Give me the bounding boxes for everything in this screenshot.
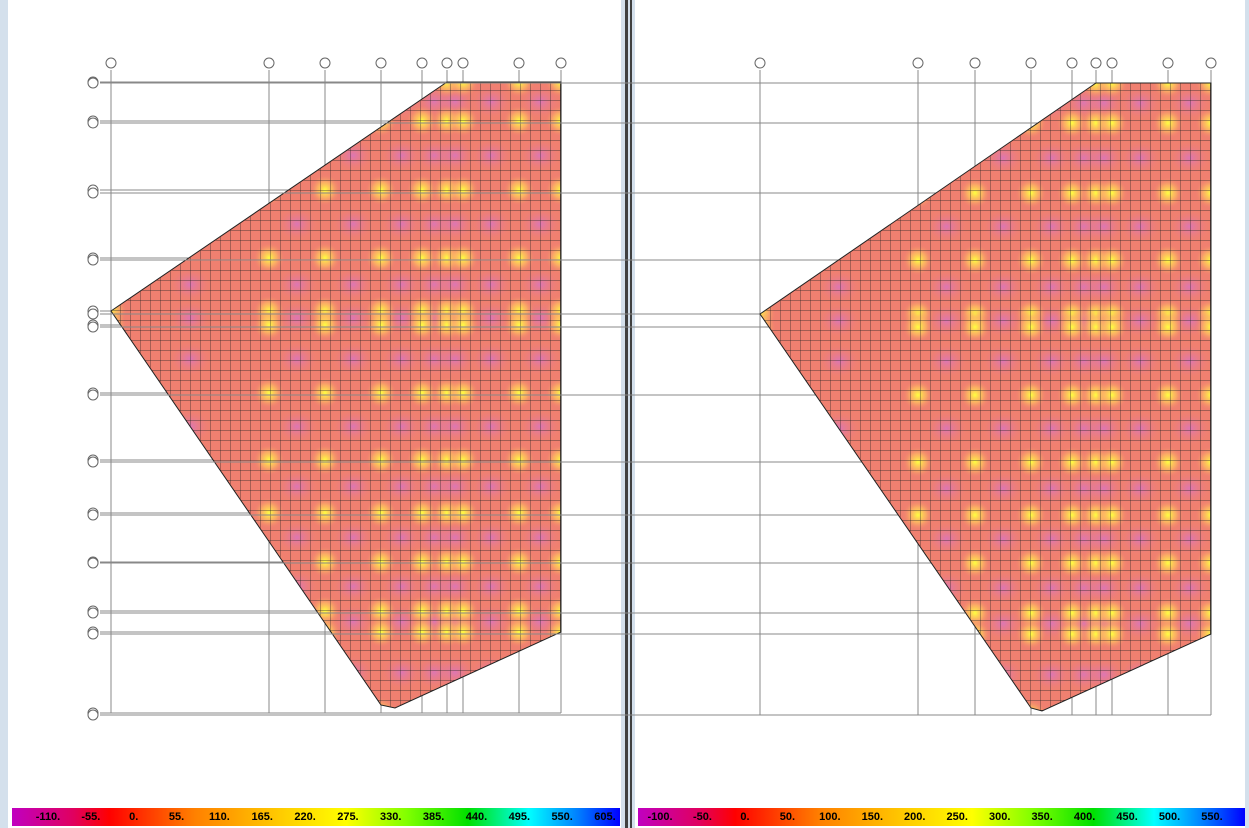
stress-low bbox=[817, 85, 861, 121]
legend-label: 275. bbox=[337, 811, 358, 823]
splitter-line bbox=[630, 0, 632, 828]
stress-low bbox=[275, 84, 319, 120]
grid-bubble bbox=[514, 58, 524, 68]
legend-label: -100. bbox=[647, 811, 672, 823]
grid-bubble bbox=[88, 710, 98, 720]
contour bbox=[744, 67, 1227, 731]
stress-low bbox=[275, 138, 319, 174]
legend-label: 0. bbox=[129, 811, 138, 823]
legend-label: -55. bbox=[81, 811, 100, 823]
stress-low bbox=[817, 606, 861, 642]
grid-bubble bbox=[755, 58, 765, 68]
grid-bubble bbox=[264, 58, 274, 68]
stress-low bbox=[817, 140, 861, 176]
screen: -110. -55. 0. 55. 110. 165. 220. 275. 330. 385. 44… bbox=[0, 0, 1249, 828]
legend-label: 500. bbox=[1159, 811, 1180, 823]
stress-low bbox=[518, 655, 562, 691]
color-bar bbox=[638, 808, 1245, 826]
grid-bubble bbox=[88, 558, 98, 568]
grid-bubble bbox=[88, 510, 98, 520]
grid-bubble bbox=[88, 118, 98, 128]
grid-bubble bbox=[320, 58, 330, 68]
grid-bubble bbox=[417, 58, 427, 68]
grid-bubble bbox=[88, 188, 98, 198]
stress-low bbox=[925, 85, 969, 121]
grid-bubble bbox=[1107, 58, 1117, 68]
stress-low bbox=[817, 521, 861, 557]
stress-low bbox=[168, 520, 212, 556]
contour bbox=[95, 66, 577, 729]
stress-low bbox=[925, 606, 969, 642]
legend-label: 495. bbox=[509, 811, 530, 823]
stress-low bbox=[817, 657, 861, 693]
grid-bubble bbox=[376, 58, 386, 68]
stress-low bbox=[168, 655, 212, 691]
stress-low bbox=[168, 469, 212, 505]
stress-low bbox=[275, 655, 319, 691]
grid-bubble bbox=[1026, 58, 1036, 68]
stress-low bbox=[1168, 657, 1212, 693]
legend-label: 440. bbox=[466, 811, 487, 823]
grid-bubble bbox=[970, 58, 980, 68]
grid-bubble bbox=[88, 457, 98, 467]
legend-label: 150. bbox=[862, 811, 883, 823]
legend-label: 220. bbox=[294, 811, 315, 823]
grid-bubble bbox=[88, 78, 98, 88]
legend-label: 550. bbox=[1201, 811, 1222, 823]
stress-low bbox=[331, 84, 375, 120]
legend-label: 200. bbox=[904, 811, 925, 823]
stress-low bbox=[817, 471, 861, 507]
window-edge bbox=[1245, 0, 1249, 828]
stress-low bbox=[817, 209, 861, 245]
window-edge bbox=[0, 0, 8, 828]
grid-bubble bbox=[1067, 58, 1077, 68]
stress-low bbox=[168, 206, 212, 242]
legend-label: -110. bbox=[36, 811, 60, 823]
mesh bbox=[760, 83, 1211, 711]
stress-low bbox=[168, 84, 212, 120]
grid-bubble bbox=[1091, 58, 1101, 68]
grid-bubble bbox=[88, 322, 98, 332]
legend-label: 550. bbox=[551, 811, 572, 823]
grid-bubble bbox=[88, 608, 98, 618]
stress-low bbox=[168, 138, 212, 174]
grid-bubble bbox=[1163, 58, 1173, 68]
legend-label: 50. bbox=[780, 811, 795, 823]
grid-bubble bbox=[88, 629, 98, 639]
grid-bubble bbox=[1206, 58, 1216, 68]
legend-label: 605. bbox=[594, 811, 615, 823]
grid-bubble bbox=[88, 255, 98, 265]
app: -110. -55. 0. 55. 110. 165. 220. 275. 330. 385. 44… bbox=[0, 0, 1249, 828]
grid-bubble bbox=[88, 309, 98, 319]
stress-low bbox=[168, 569, 212, 605]
grid-bubble bbox=[458, 58, 468, 68]
legend-label: 300. bbox=[989, 811, 1010, 823]
stress-low bbox=[925, 140, 969, 176]
legend-label: 450. bbox=[1116, 811, 1137, 823]
grid-bubble bbox=[913, 58, 923, 68]
grid-bubble bbox=[106, 58, 116, 68]
legend-label: 330. bbox=[380, 811, 401, 823]
legend-label: 110. bbox=[209, 811, 230, 823]
grid-bubble bbox=[442, 58, 452, 68]
legend-label: 55. bbox=[169, 811, 184, 823]
legend-label: 100. bbox=[819, 811, 840, 823]
legend-label: 385. bbox=[423, 811, 444, 823]
legend-label: 350. bbox=[1031, 811, 1052, 823]
legend-label: 250. bbox=[947, 811, 968, 823]
grid-bubble bbox=[556, 58, 566, 68]
stress-low bbox=[981, 85, 1025, 121]
legend-label: 0. bbox=[740, 811, 749, 823]
stress-low bbox=[925, 657, 969, 693]
splitter-line bbox=[625, 0, 628, 828]
legend-label: -50. bbox=[693, 811, 712, 823]
grid-bubble bbox=[88, 390, 98, 400]
legend-label: 165. bbox=[252, 811, 273, 823]
legend-label: 400. bbox=[1074, 811, 1095, 823]
stress-low bbox=[817, 570, 861, 606]
